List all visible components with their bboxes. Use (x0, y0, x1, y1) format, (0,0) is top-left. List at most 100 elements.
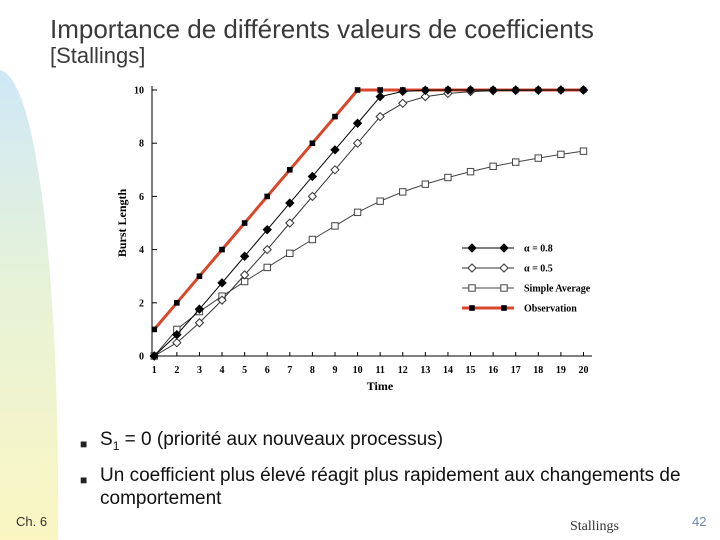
series-0-point (194, 304, 205, 314)
x-tick-label: 9 (332, 365, 337, 376)
series-0-point (217, 278, 227, 288)
series-3-point (241, 220, 248, 226)
y-tick-label: 10 (134, 86, 144, 97)
series-3-point (377, 87, 383, 93)
x-tick-label: 17 (511, 365, 521, 376)
y-tick-label: 4 (139, 245, 144, 256)
series-0-point (307, 171, 318, 182)
y-tick-label: 2 (139, 298, 144, 309)
series-2-point (444, 173, 452, 182)
x-tick-label: 7 (287, 365, 292, 376)
x-tick-label: 8 (310, 365, 315, 376)
x-tick-label: 20 (578, 365, 588, 376)
series-3-point (309, 140, 316, 146)
y-tick-label: 8 (139, 139, 144, 150)
x-tick-label: 14 (443, 365, 453, 376)
bullet-item-2: ■ Un coefficient plus élevé réagit plus … (80, 464, 700, 510)
series-3-point (219, 246, 225, 253)
series-3-point (174, 300, 180, 306)
series-0-point (149, 351, 159, 361)
series-0-point (330, 145, 340, 155)
series-0-point (556, 85, 566, 95)
x-tick-label: 12 (398, 365, 408, 376)
series-0-point (285, 198, 295, 208)
series-0-point (511, 85, 521, 95)
series-2-point (534, 154, 543, 162)
x-tick-label: 3 (197, 365, 202, 376)
footer-source: Stallings (570, 519, 620, 534)
series-2-point (557, 150, 565, 159)
series-3-point (151, 326, 158, 333)
bullet-1-text-before: S (100, 429, 113, 450)
x-tick-label: 11 (375, 365, 384, 376)
series-1-point (217, 295, 227, 305)
slide-title: Importance de différents valeurs de coef… (50, 14, 594, 44)
series-3-point (332, 113, 338, 120)
series-0-point (352, 118, 363, 128)
bullet-1-text-after: = 0 (priorité aux nouveaux processus) (119, 429, 444, 450)
series-2-point (421, 180, 430, 188)
decorative-side-band (0, 70, 59, 540)
series-2-point (466, 167, 475, 176)
legend-marker-1 (499, 263, 509, 273)
series-0-point (443, 85, 453, 95)
series-1-point (172, 337, 182, 348)
x-tick-label: 16 (488, 365, 498, 376)
series-0-point (465, 85, 476, 95)
x-tick-label: 19 (556, 365, 566, 376)
series-3-point (287, 167, 293, 173)
x-tick-label: 4 (220, 365, 225, 376)
series-1-point (285, 218, 295, 228)
series-3-point (264, 193, 271, 200)
legend-label-2: Simple Average (524, 284, 591, 295)
legend-label-3: Observation (524, 304, 577, 315)
series-line-1 (154, 89, 584, 357)
series-2-point (331, 222, 339, 230)
series-2-point (376, 197, 384, 205)
legend-marker-3 (469, 305, 475, 311)
legend-marker-0 (499, 243, 509, 253)
series-2-point (308, 235, 317, 244)
series-0-point (239, 251, 250, 261)
legend-label-0: α = 0.8 (524, 244, 553, 255)
series-2-point (489, 162, 497, 171)
x-tick-label: 5 (242, 365, 247, 376)
bullet-1-subscript: 1 (112, 438, 120, 453)
series-1-point (420, 91, 431, 102)
bullet-2-text: Un coefficient plus élevé réagit plus ra… (100, 464, 681, 509)
bullet-square-icon: ■ (80, 472, 88, 487)
series-1-point (330, 165, 340, 175)
x-tick-label: 15 (466, 365, 476, 376)
x-tick-label: 18 (533, 365, 543, 376)
page-number: 42 (692, 514, 707, 529)
x-tick-label: 6 (265, 365, 270, 376)
legend-marker-1 (467, 263, 477, 273)
slide-subtitle: [Stallings] (50, 43, 146, 68)
series-0-point (398, 86, 408, 97)
y-tick-label: 0 (139, 352, 144, 363)
legend-marker-3 (501, 305, 507, 311)
series-1-point (375, 111, 385, 122)
legend-marker-0 (467, 243, 477, 253)
series-2-point (399, 188, 407, 196)
series-2-point (579, 147, 588, 155)
x-tick-label: 13 (420, 365, 430, 376)
series-0-point (578, 85, 589, 95)
bullet-item-1: ■ S1 = 0 (priorité aux nouveaux processu… (80, 428, 700, 458)
series-1-point (398, 98, 408, 109)
series-0-point (420, 85, 431, 95)
series-0-point (172, 330, 182, 340)
series-1-point (352, 138, 363, 148)
series-1-point (239, 270, 250, 280)
series-3-point (196, 273, 203, 279)
series-1-point (194, 318, 205, 328)
legend-label-1: α = 0.5 (524, 264, 553, 275)
footer-chapter: Ch. 6 (16, 514, 48, 529)
series-2-point (512, 158, 520, 166)
bullet-list: ■ S1 = 0 (priorité aux nouveaux processu… (80, 428, 700, 510)
x-axis-label: Time (367, 379, 394, 393)
legend-marker-2 (500, 284, 508, 292)
series-3-point (354, 87, 361, 93)
legend-marker-2 (468, 284, 476, 292)
